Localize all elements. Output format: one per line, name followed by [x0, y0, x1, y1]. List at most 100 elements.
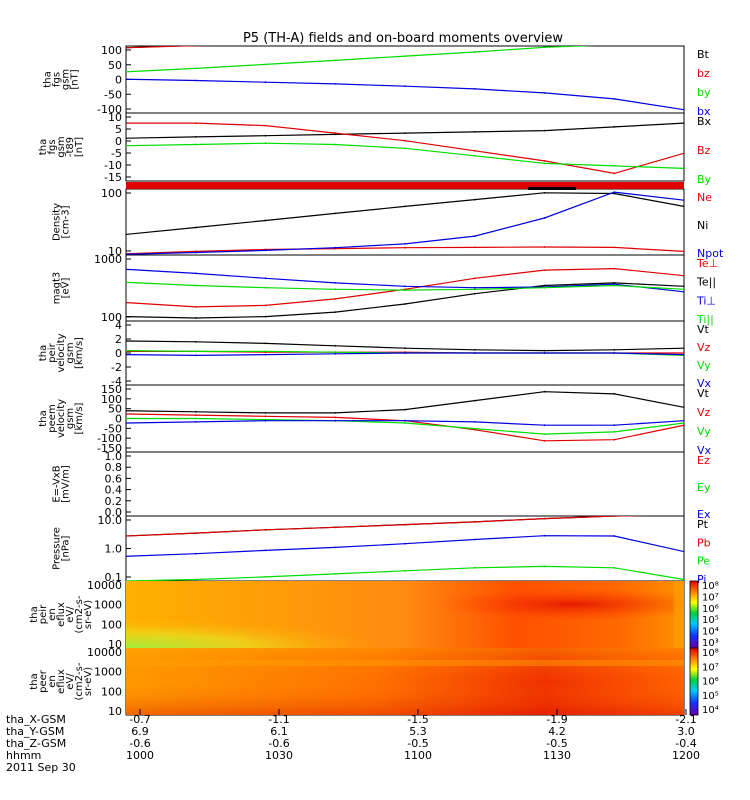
ylabel-line: gsm [56, 136, 67, 157]
y-tick-label: 1.0 [105, 543, 123, 556]
legend-Ti⊥: Ti⊥ [696, 294, 716, 307]
burst-bar [528, 187, 576, 190]
series-Vx-point [683, 353, 684, 356]
ylabel-line: tha [29, 606, 40, 622]
legend-Pt: Pt [697, 518, 709, 531]
x-tick-label: 6.9 [131, 725, 149, 738]
panel-electron-spectrogram: 10000 1000 100 10 thapeerenefluxeV/(cm2-s-sr… [29, 646, 719, 718]
ylabel-line: peer [38, 669, 49, 693]
series-Ti||-point [334, 288, 337, 291]
series-Ti⊥-point [334, 282, 337, 284]
y-tick-label: 10 [108, 705, 122, 718]
series-Vz-point [613, 438, 616, 441]
series-bx-point [126, 78, 127, 81]
series-Vy-point [334, 351, 337, 354]
panel-pressure: 10.0 1.0 0.1 Pressure[nPa] Pt Pb Pe Pi [52, 514, 711, 586]
y-tick-label: -50 [104, 88, 122, 101]
y-tick-label: 10000 [87, 646, 122, 659]
series-Ti||-point [613, 284, 616, 287]
x-axis-row-label: hhmm [6, 749, 41, 762]
series-Ne-point [613, 246, 616, 249]
y-tick-label: 50 [108, 403, 122, 416]
series-Pe-point [473, 566, 476, 569]
series-Ti||-point [264, 286, 267, 289]
series-Vt-point [543, 349, 546, 352]
series-Bz-point [683, 152, 684, 155]
series-Vy-point [683, 422, 684, 424]
series-Te⊥-point [683, 274, 684, 277]
x-tick-label: -0.5 [407, 737, 428, 750]
series-Vt-point [473, 348, 476, 351]
ylabel-line: (cm2-s- [74, 662, 85, 700]
series-bx-point [194, 79, 197, 82]
series-By-point [404, 147, 406, 150]
series-Te||-point [543, 284, 546, 287]
series-Vt-point [334, 344, 337, 347]
x-axis-row-label: tha_X-GSM [6, 713, 66, 726]
colorbar-tick: 10⁸ [702, 648, 719, 659]
ylabel-line: (cm2-s- [74, 595, 85, 633]
ylabel-line: velocity [56, 399, 67, 438]
series-Ni-point [613, 192, 616, 195]
series-Pb-point [126, 535, 127, 537]
y-tick-label: 0 [115, 347, 122, 360]
y-tick-label: 10 [108, 245, 122, 258]
series-Te||-point [194, 317, 197, 319]
x-tick-label: 1130 [543, 749, 571, 762]
panel-density: 100 10 Density[cm-3] Ne Ni Npot [52, 187, 724, 260]
panel-ylabel: thapeerenefluxeV/(cm2-s-sr-eV) [29, 662, 94, 700]
series-Npot-point [194, 251, 197, 254]
series-Vx-point [264, 419, 267, 422]
ylabel-line: eV/ [65, 606, 76, 623]
ylabel-line: [nT] [74, 137, 85, 157]
series-Vy-point [404, 422, 406, 424]
ylabel-line: fgs [52, 72, 63, 87]
legend-Vt: Vt [697, 323, 710, 336]
series-Bz-point [613, 172, 616, 175]
series-Npot-point [543, 217, 546, 219]
series-Vt-point [613, 393, 616, 395]
series-Bx-point [613, 126, 616, 128]
series-by-point [473, 51, 476, 53]
series-Pb-point [543, 517, 546, 520]
series-Bx-point [404, 132, 406, 135]
ylabel-line: gsm [61, 69, 72, 90]
series-Te||-point [264, 315, 267, 318]
series-Ni-point [194, 226, 197, 229]
series-by-line [126, 46, 596, 73]
ylabel-line: sr-eV) [83, 667, 94, 696]
legend-Vy: Vy [697, 425, 711, 438]
series-Ne-point [404, 246, 406, 249]
series-Pe-line [126, 565, 684, 581]
ylabel-line: -t89 [65, 137, 76, 157]
legend-Bx: Bx [697, 115, 712, 128]
x-tick-label: -0.6 [129, 737, 150, 750]
y-tick-label: 0.0 [105, 506, 123, 519]
legend-Ey: Ey [697, 481, 711, 494]
series-Vz-point [126, 413, 127, 415]
x-tick-label: -1.1 [268, 713, 289, 726]
series-Vx-point [473, 421, 476, 423]
panel-ylabel: E=-VxB[mV/m] [52, 465, 72, 503]
series-By-point [194, 143, 197, 146]
series-bx-point [613, 98, 616, 100]
panel-frame [125, 254, 685, 322]
panel-ylabel: thafgsgsm[nT] [43, 69, 81, 90]
series-Npot-point [683, 199, 684, 202]
series-Pi-point [404, 542, 406, 545]
x-tick-label: 1200 [672, 749, 700, 762]
series-Te⊥-point [334, 298, 337, 300]
y-tick-label: 100 [101, 393, 122, 406]
y-tick-label: 10 [108, 111, 122, 124]
series-Pi-point [683, 550, 684, 553]
x-tick-label: 3.0 [677, 725, 695, 738]
legend-Pb: Pb [697, 536, 711, 549]
series-By-point [126, 144, 127, 147]
y-tick-label: 0.2 [105, 495, 123, 508]
series-Vz-point [543, 439, 546, 442]
series-by-point [194, 67, 197, 70]
y-tick-label: 1000 [94, 253, 122, 266]
series-Vx-point [334, 419, 337, 422]
ylabel-line: magt3 [52, 272, 63, 305]
